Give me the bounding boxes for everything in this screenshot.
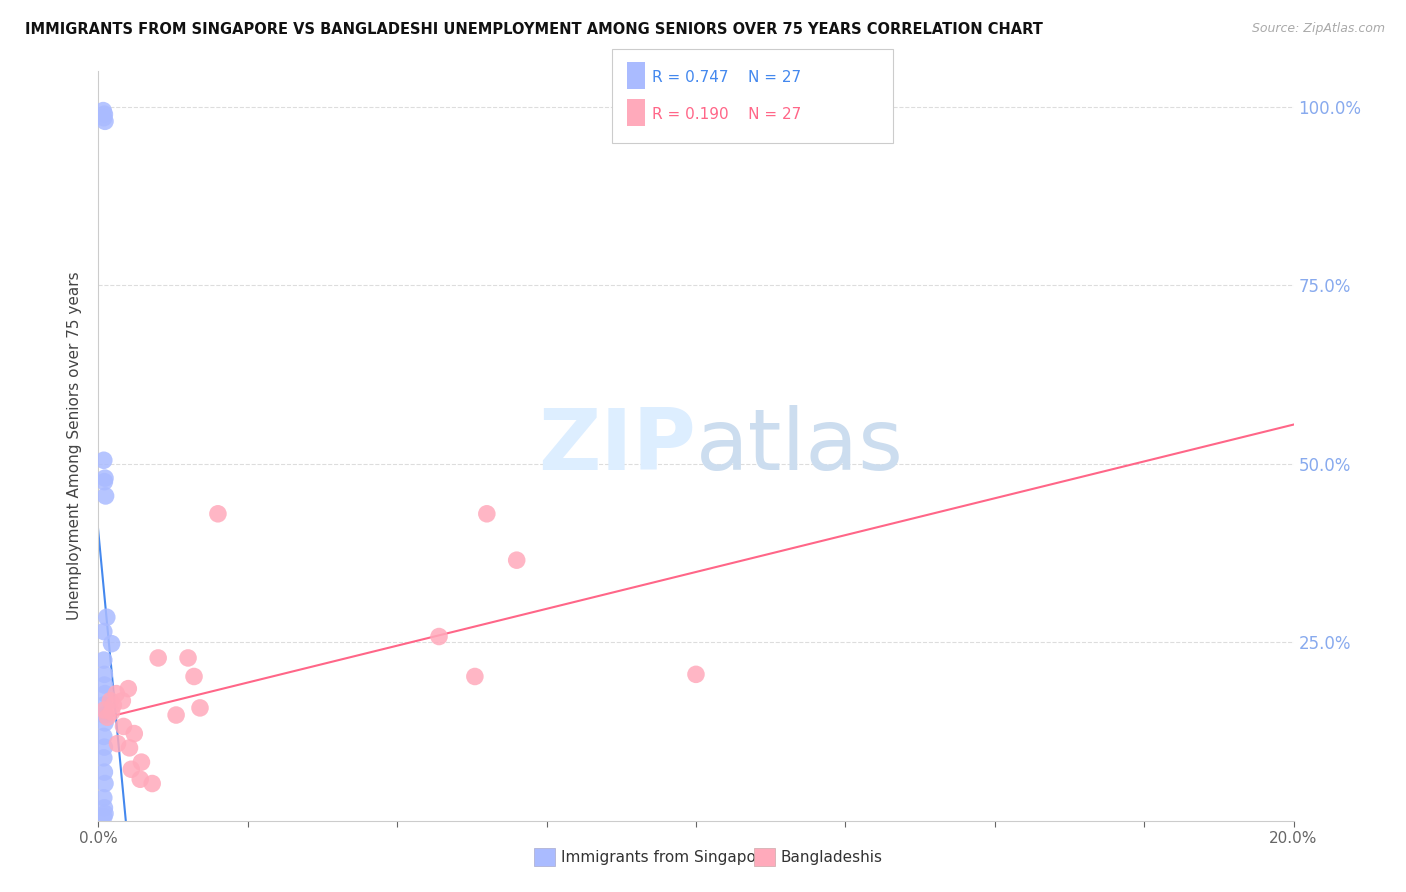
Immigrants from Singapore bbox=[93, 708, 115, 723]
Immigrants from Singapore bbox=[93, 107, 115, 121]
Immigrants from Singapore bbox=[93, 667, 115, 681]
Bangladeshis bbox=[105, 687, 128, 701]
Bangladeshis bbox=[98, 694, 122, 708]
Immigrants from Singapore bbox=[91, 103, 114, 118]
Bangladeshis bbox=[183, 669, 205, 683]
Immigrants from Singapore bbox=[93, 730, 115, 744]
Immigrants from Singapore bbox=[93, 111, 115, 125]
Immigrants from Singapore bbox=[93, 810, 115, 824]
Immigrants from Singapore bbox=[93, 790, 115, 805]
Immigrants from Singapore bbox=[94, 489, 117, 503]
Immigrants from Singapore bbox=[94, 776, 117, 790]
Bangladeshis bbox=[129, 772, 152, 787]
Bangladeshis bbox=[111, 694, 134, 708]
Bangladeshis bbox=[124, 726, 146, 740]
Text: R = 0.190    N = 27: R = 0.190 N = 27 bbox=[652, 107, 801, 122]
Text: ZIP: ZIP bbox=[538, 404, 696, 488]
Bangladeshis bbox=[96, 710, 118, 724]
Bangladeshis bbox=[112, 719, 135, 733]
Bangladeshis bbox=[148, 651, 170, 665]
Immigrants from Singapore bbox=[94, 114, 117, 128]
Immigrants from Singapore bbox=[94, 806, 117, 821]
Immigrants from Singapore bbox=[94, 715, 117, 730]
Y-axis label: Unemployment Among Seniors over 75 years: Unemployment Among Seniors over 75 years bbox=[67, 272, 83, 620]
Immigrants from Singapore bbox=[93, 678, 115, 692]
Bangladeshis bbox=[131, 755, 153, 769]
Bangladeshis bbox=[685, 667, 707, 681]
Text: R = 0.747    N = 27: R = 0.747 N = 27 bbox=[652, 70, 801, 85]
Bangladeshis bbox=[118, 740, 141, 755]
Bangladeshis bbox=[120, 762, 142, 776]
Immigrants from Singapore bbox=[93, 765, 115, 780]
Text: Source: ZipAtlas.com: Source: ZipAtlas.com bbox=[1251, 22, 1385, 36]
Text: Immigrants from Singapore: Immigrants from Singapore bbox=[561, 850, 772, 864]
Immigrants from Singapore bbox=[94, 687, 117, 701]
Bangladeshis bbox=[103, 698, 125, 712]
Bangladeshis bbox=[506, 553, 529, 567]
Immigrants from Singapore bbox=[93, 698, 115, 712]
Bangladeshis bbox=[188, 701, 211, 715]
Bangladeshis bbox=[475, 507, 498, 521]
Bangladeshis bbox=[141, 776, 163, 790]
Immigrants from Singapore bbox=[93, 751, 115, 765]
Immigrants from Singapore bbox=[93, 624, 115, 639]
Immigrants from Singapore bbox=[93, 801, 115, 815]
Text: IMMIGRANTS FROM SINGAPORE VS BANGLADESHI UNEMPLOYMENT AMONG SENIORS OVER 75 YEAR: IMMIGRANTS FROM SINGAPORE VS BANGLADESHI… bbox=[25, 22, 1043, 37]
Bangladeshis bbox=[93, 703, 115, 717]
Bangladeshis bbox=[117, 681, 139, 696]
Immigrants from Singapore bbox=[93, 653, 115, 667]
Text: atlas: atlas bbox=[696, 404, 904, 488]
Bangladeshis bbox=[100, 705, 122, 719]
Bangladeshis bbox=[464, 669, 486, 683]
Bangladeshis bbox=[177, 651, 200, 665]
Immigrants from Singapore bbox=[93, 740, 115, 755]
Immigrants from Singapore bbox=[93, 453, 115, 467]
Bangladeshis bbox=[107, 737, 129, 751]
Immigrants from Singapore bbox=[93, 475, 115, 489]
Immigrants from Singapore bbox=[96, 610, 118, 624]
Bangladeshis bbox=[427, 630, 450, 644]
Bangladeshis bbox=[165, 708, 187, 723]
Immigrants from Singapore bbox=[100, 637, 122, 651]
Text: Bangladeshis: Bangladeshis bbox=[780, 850, 883, 864]
Immigrants from Singapore bbox=[94, 471, 117, 485]
Bangladeshis bbox=[207, 507, 229, 521]
